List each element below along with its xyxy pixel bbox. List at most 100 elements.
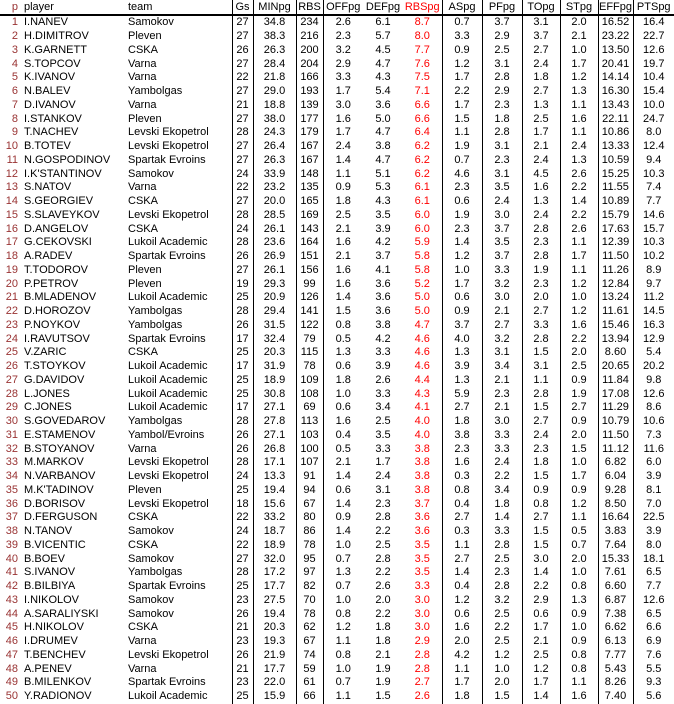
points-pg-cell: 9.3: [646, 676, 662, 689]
table-row: 31 E.STAMENOV Yambol/Evroins 26 27.1 103 0.4 3.…: [0, 428, 674, 443]
rebounds-total-cell: 79: [296, 332, 324, 346]
rebounds-pg-cell: 5.2: [403, 277, 443, 291]
games-cell: 22: [232, 511, 254, 525]
rebounds-total-cell: 70: [296, 593, 324, 608]
minutes-pg-cell: 27.5: [253, 593, 297, 608]
rank-cell: 23: [5, 318, 18, 331]
points-pg-cell: 11.6: [643, 442, 665, 455]
games-cell: 26: [232, 607, 254, 621]
games-cell: 23: [232, 676, 254, 690]
minutes-pg-cell: 18.8: [253, 98, 297, 113]
off-rebounds-pg-cell: 0.6: [335, 401, 351, 414]
minutes-pg-cell: 18.7: [253, 524, 297, 539]
rank-cell: 18: [5, 250, 18, 263]
minutes-pg-cell: 33.2: [253, 511, 297, 525]
rebounds-pg-cell: 2.6: [403, 689, 443, 704]
turnovers-pg-cell: 0.6: [522, 607, 561, 621]
rebounds-total-cell: 165: [296, 194, 324, 209]
rebounds-total-cell: 200: [296, 43, 324, 58]
rebounds-total-cell: 234: [296, 15, 324, 30]
def-rebounds-pg-cell: 1.9: [375, 662, 391, 675]
team-name-cell: Varna: [124, 181, 233, 195]
efficiency-pg-cell: 17.08: [598, 387, 634, 401]
turnovers-pg-cell: 1.4: [522, 566, 561, 580]
def-rebounds-pg-cell: 2.3: [375, 497, 391, 510]
table-row: 7 D.IVANOV Varna 21 18.8 139 3.0 3.6 6.6 1.7 2.3 1.…: [0, 98, 674, 113]
rebounds-pg-cell: 6.1: [403, 181, 443, 195]
rank-cell: 40: [5, 552, 18, 565]
rebounds-total-cell: 115: [296, 346, 324, 360]
efficiency-pg-cell: 13.94: [598, 332, 634, 346]
points-pg-cell: 10.2: [643, 250, 665, 263]
fouls-pg-cell: 2.8: [482, 126, 523, 140]
team-name-cell: Samokov: [124, 167, 233, 181]
points-pg-cell: 7.3: [646, 428, 662, 441]
turnovers-pg-cell: 2.0: [522, 291, 561, 305]
points-pg-cell: 12.4: [643, 140, 665, 153]
player-name-cell: L.JONES: [24, 387, 70, 400]
team-name-cell: Samokov: [124, 607, 233, 621]
header-games: Gs: [232, 0, 254, 16]
player-name-cell: B.STOYANOV: [24, 442, 95, 455]
rank-cell: 17: [5, 236, 18, 249]
fouls-pg-cell: 3.1: [482, 139, 523, 154]
rank-cell: 29: [5, 401, 18, 414]
steals-pg-cell: 0.9: [560, 483, 599, 498]
games-cell: 24: [232, 524, 254, 539]
points-pg-cell: 8.0: [646, 126, 662, 139]
assists-pg-cell: 1.5: [442, 112, 483, 126]
minutes-pg-cell: 30.8: [253, 387, 297, 401]
player-name-cell: B.TOTEV: [24, 140, 71, 153]
points-pg-cell: 10.0: [643, 98, 665, 111]
assists-pg-cell: 1.7: [442, 71, 483, 85]
rebounds-total-cell: 67: [296, 634, 324, 649]
rebounds-pg-cell: 5.0: [403, 304, 443, 319]
turnovers-pg-cell: 2.3: [522, 277, 561, 291]
turnovers-pg-cell: 1.7: [522, 676, 561, 690]
fouls-pg-cell: 2.5: [482, 43, 523, 58]
rank-cell: 26: [5, 360, 18, 373]
games-cell: 23: [232, 593, 254, 608]
header-minutes-pg: MINpg: [253, 0, 297, 16]
team-name-cell: Pleven: [124, 263, 233, 278]
team-name-cell: CSKA: [124, 346, 233, 360]
def-rebounds-pg-cell: 3.9: [375, 360, 391, 373]
rank-cell: 9: [11, 126, 18, 139]
rank-cell: 6: [11, 85, 18, 98]
fouls-pg-cell: 2.4: [482, 194, 523, 209]
minutes-pg-cell: 23.2: [253, 181, 297, 195]
fouls-pg-cell: 3.0: [482, 414, 523, 429]
rank-cell: 48: [5, 662, 18, 675]
steals-pg-cell: 1.1: [560, 511, 599, 525]
table-row: 28 L.JONES Lukoil Academic 25 30.8 108 1.0 3.3 4…: [0, 387, 674, 401]
table-row: 43 I.NIKOLOV Samokov 23 27.5 70 1.0 2.0 3.0 1.2 3.…: [0, 593, 674, 608]
table-row: 42 B.BILBIYA Spartak Evroins 25 17.7 82 0.7 2.6…: [0, 579, 674, 594]
rank-cell: 3: [11, 43, 18, 56]
turnovers-pg-cell: 2.8: [522, 222, 561, 236]
assists-pg-cell: 2.7: [442, 401, 483, 415]
rank-cell: 5: [11, 71, 18, 84]
points-pg-cell: 12.6: [643, 43, 665, 56]
games-cell: 25: [232, 579, 254, 594]
games-cell: 26: [232, 43, 254, 58]
def-rebounds-pg-cell: 2.4: [375, 470, 391, 483]
team-name-cell: Samokov: [124, 15, 233, 30]
assists-pg-cell: 4.2: [442, 648, 483, 663]
off-rebounds-pg-cell: 2.6: [335, 16, 351, 29]
rebounds-total-cell: 62: [296, 621, 324, 635]
turnovers-pg-cell: 2.5: [522, 648, 561, 663]
team-name-cell: Varna: [124, 57, 233, 71]
games-cell: 17: [232, 332, 254, 346]
rank-cell: 30: [5, 415, 18, 428]
turnovers-pg-cell: 3.0: [522, 552, 561, 566]
fouls-pg-cell: 3.2: [482, 332, 523, 346]
assists-pg-cell: 3.3: [442, 29, 483, 44]
table-row: 9 T.NACHEV Levski Ekopetrol 28 24.3 179 1.7 4.7…: [0, 126, 674, 140]
steals-pg-cell: 1.2: [560, 304, 599, 319]
def-rebounds-pg-cell: 2.5: [375, 415, 391, 428]
points-pg-cell: 3.9: [646, 525, 662, 538]
assists-pg-cell: 2.7: [442, 511, 483, 525]
team-name-cell: Levski Ekopetrol: [124, 139, 233, 154]
table-row: 29 C.JONES Lukoil Academic 17 27.1 69 0.6 3.4 4.…: [0, 401, 674, 415]
fouls-pg-cell: 2.2: [482, 469, 523, 484]
